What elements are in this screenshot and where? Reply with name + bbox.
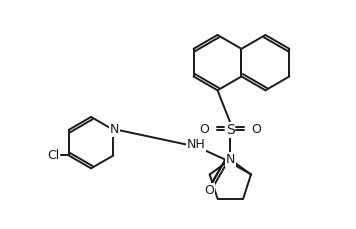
- Text: O: O: [205, 184, 215, 197]
- Text: Cl: Cl: [47, 149, 59, 162]
- Text: NH: NH: [187, 138, 205, 151]
- Text: O: O: [200, 123, 210, 136]
- Text: N: N: [226, 153, 235, 166]
- Text: O: O: [251, 123, 261, 136]
- Text: S: S: [226, 123, 235, 137]
- Text: N: N: [110, 123, 119, 136]
